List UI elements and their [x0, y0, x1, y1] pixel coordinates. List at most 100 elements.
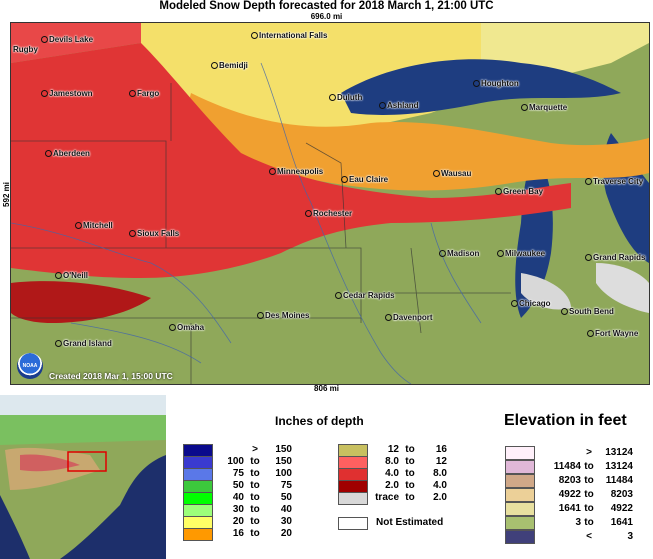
- city-marker-icon: [55, 340, 62, 348]
- city-label: South Bend: [561, 307, 614, 316]
- city-label: Grand Rapids: [585, 253, 645, 262]
- city-label: Aberdeen: [45, 149, 90, 158]
- city-label: Jamestown: [41, 89, 93, 98]
- city-label: Des Moines: [257, 311, 309, 320]
- city-label: Milwaukee: [497, 249, 545, 258]
- legend-range-label: 30 to 40: [232, 504, 292, 515]
- city-marker-icon: [495, 188, 502, 196]
- inset-graphic: [0, 395, 166, 559]
- scale-top-label: 696.0 mi: [310, 12, 343, 21]
- elevation-range-label: >13124: [586, 447, 633, 458]
- legend-range-label: 8.0 to 12: [385, 456, 447, 467]
- city-marker-icon: [585, 178, 592, 186]
- elevation-swatch: [505, 488, 535, 502]
- legend-swatch: [183, 528, 213, 541]
- city-label: Ashland: [379, 101, 419, 110]
- city-label: Wausau: [433, 169, 471, 178]
- city-marker-icon: [211, 62, 218, 70]
- snow-legend-title: Inches of depth: [275, 414, 364, 428]
- city-label: Devils Lake: [41, 35, 93, 44]
- elevation-swatch: [505, 460, 535, 474]
- overview-inset-map: [0, 395, 166, 559]
- elevation-swatch: [505, 516, 535, 530]
- elevation-range-label: 8203 to 11484: [558, 475, 633, 486]
- legend-range-label: >150: [252, 444, 292, 455]
- city-marker-icon: [45, 150, 52, 158]
- city-label: Rugby: [13, 45, 38, 54]
- city-marker-icon: [439, 250, 446, 258]
- legend-range-label: trace to 2.0: [375, 492, 447, 503]
- city-marker-icon: [129, 90, 136, 98]
- city-marker-icon: [433, 170, 440, 178]
- city-label: Chicago: [511, 299, 551, 308]
- elevation-range-label: 1641 to 4922: [558, 503, 633, 514]
- city-label: Rochester: [305, 209, 352, 218]
- city-marker-icon: [269, 168, 276, 176]
- legend-range-label: 4.0 to 8.0: [385, 468, 447, 479]
- city-marker-icon: [341, 176, 348, 184]
- map-graphic: [11, 23, 649, 384]
- scale-bottom-label: 806 mi: [314, 384, 339, 393]
- city-label: Duluth: [329, 93, 362, 102]
- city-marker-icon: [251, 32, 258, 40]
- created-timestamp: Created 2018 Mar 1, 15:00 UTC: [49, 371, 173, 381]
- city-label: Madison: [439, 249, 479, 258]
- legend-range-label: 2.0 to 4.0: [385, 480, 447, 491]
- city-label: Eau Claire: [341, 175, 388, 184]
- city-label: Mitchell: [75, 221, 113, 230]
- legend-swatch: [338, 492, 368, 505]
- city-label: Davenport: [385, 313, 433, 322]
- elevation-swatch: [505, 502, 535, 516]
- legend-range-label: 12 to 16: [387, 444, 447, 455]
- snow-depth-map: Devils Lake Rugby International Falls Be…: [10, 22, 650, 385]
- city-label: Fargo: [129, 89, 159, 98]
- elevation-swatch: [505, 474, 535, 488]
- not-estimated-swatch: [338, 517, 368, 530]
- city-marker-icon: [385, 314, 392, 322]
- legend-range-label: 16 to 20: [232, 528, 292, 539]
- city-label: Houghton: [473, 79, 519, 88]
- elevation-swatch: [505, 530, 535, 544]
- noaa-logo: NOAA: [17, 353, 43, 379]
- city-label: Marquette: [521, 103, 567, 112]
- elevation-legend-title: Elevation in feet: [504, 412, 627, 429]
- city-label: Bemidji: [211, 61, 248, 70]
- city-marker-icon: [257, 312, 264, 320]
- city-label: Grand Island: [55, 339, 112, 348]
- city-marker-icon: [379, 102, 386, 110]
- city-label: Fort Wayne: [587, 329, 638, 338]
- city-label: Traverse City: [585, 177, 643, 186]
- city-marker-icon: [335, 292, 342, 300]
- city-marker-icon: [473, 80, 480, 88]
- elevation-range-label: 4922 to 8203: [558, 489, 633, 500]
- elevation-swatch: [505, 446, 535, 460]
- city-label: Minneapolis: [269, 167, 323, 176]
- legend-range-label: 40 to 50: [232, 492, 292, 503]
- city-label: Omaha: [169, 323, 204, 332]
- city-label: International Falls: [251, 31, 327, 40]
- city-marker-icon: [169, 324, 176, 332]
- city-marker-icon: [587, 330, 594, 338]
- city-marker-icon: [305, 210, 312, 218]
- city-marker-icon: [75, 222, 82, 230]
- city-marker-icon: [497, 250, 504, 258]
- city-label: O'Neill: [55, 271, 88, 280]
- elevation-range-label: <3: [586, 531, 633, 542]
- city-marker-icon: [329, 94, 336, 102]
- elevation-range-label: 11484 to 13124: [553, 461, 633, 472]
- city-marker-icon: [561, 308, 568, 316]
- city-marker-icon: [585, 254, 592, 262]
- legend-range-label: 100 to 150: [227, 456, 292, 467]
- map-title: Modeled Snow Depth forecasted for 2018 M…: [159, 0, 494, 12]
- city-label: Sioux Falls: [129, 229, 179, 238]
- legend-range-label: 75 to 100: [232, 468, 292, 479]
- city-marker-icon: [129, 230, 136, 238]
- city-marker-icon: [511, 300, 518, 308]
- legend-range-label: 50 to 75: [232, 480, 292, 491]
- city-marker-icon: [41, 90, 48, 98]
- elevation-range-label: 3 to 1641: [575, 517, 633, 528]
- not-estimated-label: Not Estimated: [376, 517, 444, 528]
- city-label: Cedar Rapids: [335, 291, 395, 300]
- legend-range-label: 20 to 30: [232, 516, 292, 527]
- city-marker-icon: [521, 104, 528, 112]
